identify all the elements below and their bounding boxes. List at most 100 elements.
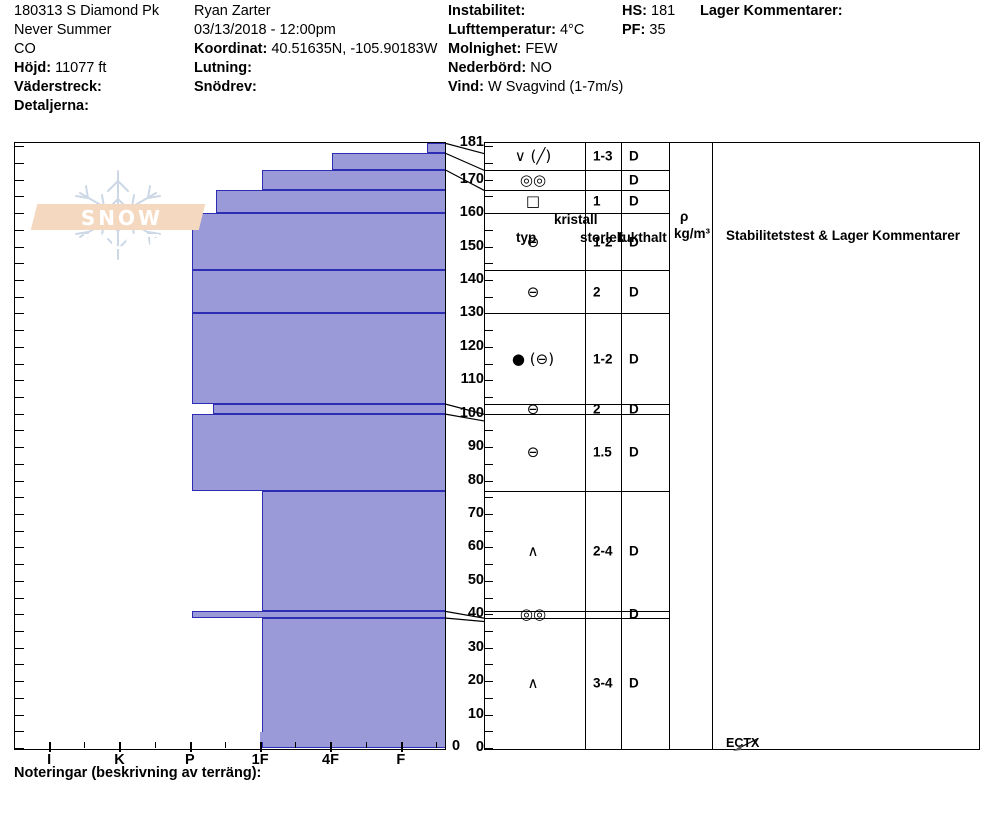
layer-leader-line: [446, 152, 485, 171]
grain-type-symbol: ∧: [527, 541, 539, 560]
grain-table-depth-tick: [485, 163, 493, 165]
grain-type-symbol: ⊖: [526, 282, 540, 301]
depth-tick-label: 130: [459, 304, 484, 321]
header-field-value: 180313 S Diamond Pk: [14, 3, 160, 19]
grain-table-depth-tick: [485, 463, 493, 465]
wetness-value: D: [629, 444, 639, 460]
grain-size-value: 2-4: [593, 543, 613, 559]
hardness-plot-tick: [15, 597, 24, 599]
header-field-label: Väderstreck:: [14, 79, 102, 95]
table-column-divider: [585, 143, 586, 749]
hardness-plot-tick: [15, 731, 24, 733]
hardness-plot-tick: [15, 530, 24, 532]
header-field: 180313 S Diamond Pk: [14, 2, 159, 21]
header-column-identity: 180313 S Diamond Pk Never Summer CO Höjd: 1…: [14, 2, 159, 116]
hardness-scale-fill: [260, 732, 443, 742]
header-field: Koordinat: 40.51635N, -105.90183W: [194, 40, 437, 59]
grain-table-depth-tick: [485, 346, 493, 348]
header-field-value: Never Summer: [14, 22, 112, 38]
header-field-label: Höjd:: [14, 60, 52, 76]
grain-table-depth-tick: [485, 664, 493, 666]
hardness-plot-tick: [15, 514, 24, 516]
grain-table-depth-tick: [485, 731, 493, 733]
header-field: Ryan Zarter: [194, 2, 437, 21]
table-row-divider: [485, 270, 669, 272]
hardness-plot-tick: [15, 263, 24, 265]
header-field-value: 11077 ft: [55, 60, 107, 76]
grain-type-symbol: ● (⊖): [511, 349, 555, 368]
hardness-plot-tick: [15, 163, 24, 165]
grain-table-depth-tick: [485, 580, 493, 582]
header-field-label: Vind:: [448, 79, 484, 95]
hardness-plot-tick: [15, 480, 24, 482]
header-field: HS: 181: [622, 2, 675, 21]
header-column-weather: Instabilitet: Lufttemperatur: 4°C Molnighe…: [448, 2, 623, 97]
header-field-value: 181: [651, 3, 676, 19]
grain-size-value: 1-2: [593, 351, 613, 367]
hardness-plot-tick: [15, 463, 24, 465]
depth-tick-label: 150: [459, 237, 484, 254]
hardness-bar: [262, 617, 445, 748]
grain-table-depth-tick: [485, 564, 493, 566]
grain-table-depth-tick: [485, 413, 493, 415]
depth-tick-label: 90: [467, 438, 484, 455]
grain-size-value: 1.5: [593, 444, 612, 460]
header-field: Detaljerna:: [14, 97, 159, 116]
table-column-divider: [712, 143, 713, 749]
hardness-major-tick: [260, 742, 263, 752]
header-field: Snödrev:: [194, 78, 437, 97]
header-field: Never Summer: [14, 21, 159, 40]
header-column-observer: Ryan Zarter 03/13/2018 - 12:00pm Koordinat…: [194, 2, 437, 97]
hardness-plot-tick: [15, 714, 24, 716]
wetness-value: D: [629, 543, 639, 559]
depth-tick-label: 120: [459, 337, 484, 354]
header-field: Instabilitet:: [448, 2, 623, 21]
hardness-minor-tick: [435, 742, 437, 748]
hardness-plot-tick: [15, 313, 24, 315]
hardness-plot-tick: [15, 697, 24, 699]
grain-type-symbol: ◎◎: [519, 605, 547, 624]
header-field: Nederbörd: NO: [448, 59, 623, 78]
hardness-plot-tick: [15, 246, 24, 248]
hardness-major-tick: [330, 742, 333, 752]
hardness-bar: [427, 143, 445, 154]
grain-table-depth-tick: [485, 363, 493, 365]
grain-table-depth-tick: [485, 614, 493, 616]
hardness-bar: [191, 610, 445, 618]
depth-tick-label: 80: [467, 471, 484, 488]
header-field-label: Lager Kommentarer:: [700, 3, 843, 19]
grain-properties-table: ∨ (╱) 1-3 D ◎◎ D □ 1 D ⊖ 1-2 D ⊖ 2 D ● (⊖) 1-2 D ⊖ 2 D ⊖ 1.5 D…: [484, 142, 980, 750]
header-field-label: PF:: [622, 22, 646, 38]
grain-size-value: 1-3: [593, 148, 613, 164]
header-field-label: Koordinat:: [194, 41, 268, 57]
table-row-divider: [485, 313, 669, 315]
grain-table-depth-tick: [485, 447, 493, 449]
grain-table-depth-tick: [485, 530, 493, 532]
hardness-profile-plot: [14, 142, 446, 750]
grain-table-depth-tick: [485, 480, 493, 482]
depth-tick-label: 70: [467, 505, 484, 522]
depth-tick-label: 10: [467, 705, 484, 722]
header-field-label: Snödrev:: [194, 79, 257, 95]
depth-axis: 181 170 160 150 140 130 120 110 100 90 80 70 60 50 40 3…: [448, 134, 484, 755]
column-header-storlek: storlek: [580, 230, 625, 245]
depth-tick-label: 20: [467, 672, 484, 689]
hardness-plot-tick: [15, 497, 24, 499]
grain-table-depth-tick: [485, 597, 493, 599]
wetness-value: D: [629, 193, 639, 209]
header-field-label: Lutning:: [194, 60, 252, 76]
hardness-major-tick: [49, 742, 52, 752]
header-field: Höjd: 11077 ft: [14, 59, 159, 78]
hardness-plot-tick: [15, 179, 24, 181]
grain-table-depth-tick: [485, 748, 493, 749]
hardness-plot-tick: [15, 380, 24, 382]
table-row-divider: [485, 213, 669, 215]
hardness-plot-tick: [15, 397, 24, 399]
table-row-divider: [485, 413, 669, 415]
hardness-plot-tick: [15, 346, 24, 348]
hardness-plot-tick: [15, 631, 24, 632]
hardness-plot-tick: [15, 748, 24, 749]
wetness-value: D: [629, 234, 639, 250]
column-header-kristall: kristall: [554, 212, 598, 227]
hardness-tick-label: 1F: [251, 752, 269, 768]
